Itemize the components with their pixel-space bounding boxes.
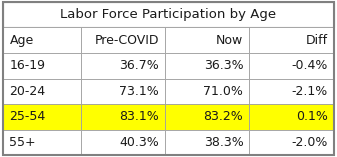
Text: 71.0%: 71.0% — [204, 85, 243, 98]
Text: Labor Force Participation by Age: Labor Force Participation by Age — [60, 8, 277, 21]
Bar — [81, 27, 165, 53]
Bar — [249, 104, 334, 130]
Bar — [3, 53, 81, 78]
Text: -0.4%: -0.4% — [291, 59, 328, 72]
Text: 25-54: 25-54 — [9, 111, 46, 123]
Text: Now: Now — [216, 34, 243, 46]
Bar — [165, 130, 249, 155]
Bar — [249, 78, 334, 104]
Bar — [249, 53, 334, 78]
Text: 83.1%: 83.1% — [119, 111, 159, 123]
Bar — [165, 27, 249, 53]
Bar — [3, 27, 81, 53]
Bar — [165, 53, 249, 78]
Bar — [249, 27, 334, 53]
Bar — [81, 130, 165, 155]
Text: 16-19: 16-19 — [9, 59, 45, 72]
Text: -2.0%: -2.0% — [291, 136, 328, 149]
Bar — [81, 104, 165, 130]
Text: 36.3%: 36.3% — [204, 59, 243, 72]
Bar — [81, 78, 165, 104]
Text: 0.1%: 0.1% — [296, 111, 328, 123]
Bar — [3, 130, 81, 155]
Text: 55+: 55+ — [9, 136, 36, 149]
Text: 20-24: 20-24 — [9, 85, 45, 98]
Text: 73.1%: 73.1% — [119, 85, 159, 98]
Bar — [165, 78, 249, 104]
Text: 83.2%: 83.2% — [204, 111, 243, 123]
Bar — [3, 2, 334, 27]
Bar — [165, 104, 249, 130]
Text: 38.3%: 38.3% — [204, 136, 243, 149]
Text: -2.1%: -2.1% — [291, 85, 328, 98]
Text: Age: Age — [9, 34, 34, 46]
Text: 40.3%: 40.3% — [119, 136, 159, 149]
Bar — [81, 53, 165, 78]
Bar — [3, 104, 81, 130]
Bar — [3, 78, 81, 104]
Text: 36.7%: 36.7% — [119, 59, 159, 72]
Bar — [249, 130, 334, 155]
Text: Pre-COVID: Pre-COVID — [95, 34, 159, 46]
Text: Diff: Diff — [305, 34, 328, 46]
